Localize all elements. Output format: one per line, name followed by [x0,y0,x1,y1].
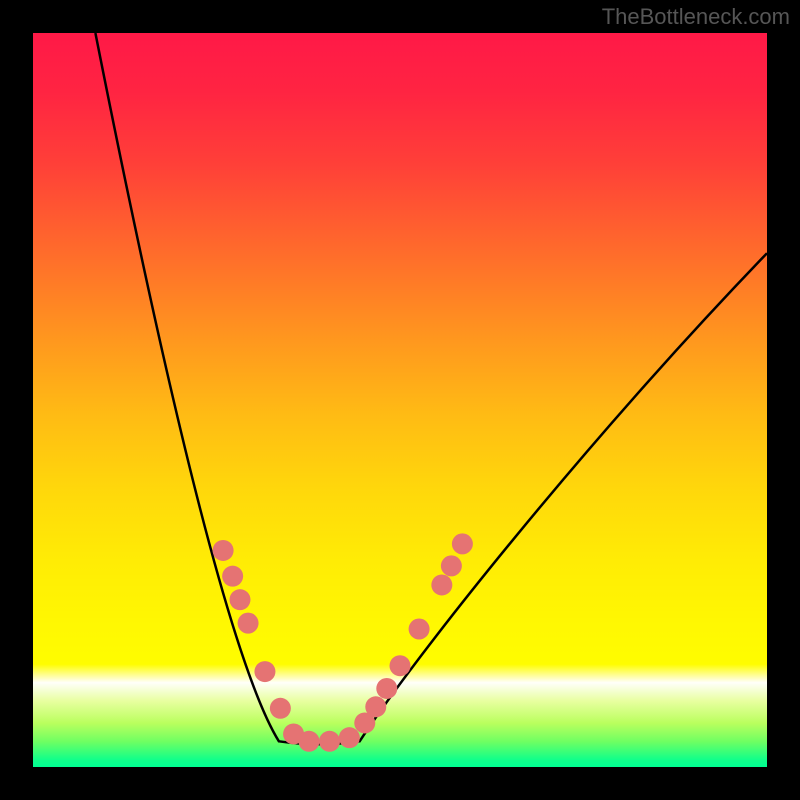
data-marker [365,696,386,717]
chart-container: TheBottleneck.com [0,0,800,800]
data-marker [409,619,430,640]
data-marker [222,566,243,587]
data-marker [238,613,259,634]
data-marker [270,698,291,719]
data-marker [254,661,275,682]
data-marker [376,678,397,699]
data-marker [229,589,250,610]
watermark-text: TheBottleneck.com [602,4,790,30]
data-marker [339,727,360,748]
data-marker [319,731,340,752]
bottleneck-chart [33,33,767,767]
data-marker [298,731,319,752]
data-marker [452,533,473,554]
data-marker [431,574,452,595]
data-marker [213,540,234,561]
data-marker [441,555,462,576]
data-marker [390,655,411,676]
